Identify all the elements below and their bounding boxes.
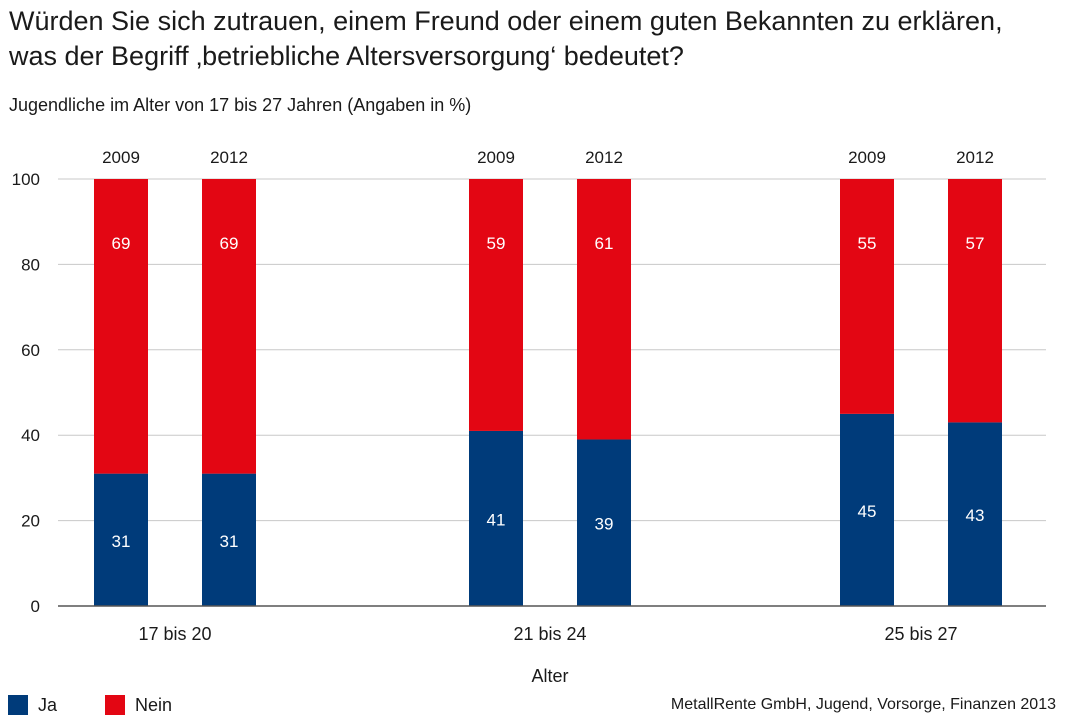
data-label-nein-1-1: 61 <box>595 234 614 253</box>
year-label-1-0: 2009 <box>477 148 515 167</box>
legend-swatch-ja <box>8 695 28 715</box>
chart-subtitle: Jugendliche im Alter von 17 bis 27 Jahre… <box>9 95 472 115</box>
bar-nein-2-1 <box>948 179 1002 423</box>
bar-nein-0-0 <box>94 179 148 474</box>
x-tick-label-2: 25 bis 27 <box>884 624 957 644</box>
chart-title: Würden Sie sich zutrauen, einem Freund o… <box>9 4 1069 74</box>
y-tick-label-100: 100 <box>12 170 40 189</box>
source-note: MetallRente GmbH, Jugend, Vorsorge, Fina… <box>670 696 1056 713</box>
data-label-nein-0-1: 69 <box>220 234 239 253</box>
bar-nein-1-1 <box>577 179 631 440</box>
data-label-nein-0-0: 69 <box>112 234 131 253</box>
bar-ja-0-1 <box>202 473 256 606</box>
x-axis-title: Alter <box>531 666 568 686</box>
data-label-nein-2-0: 55 <box>858 234 877 253</box>
y-tick-label-80: 80 <box>21 255 40 274</box>
y-tick-label-60: 60 <box>21 341 40 360</box>
year-label-2-1: 2012 <box>956 148 994 167</box>
y-tick-label-0: 0 <box>31 597 40 616</box>
y-tick-label-40: 40 <box>21 426 40 445</box>
legend-label-nein: Nein <box>135 694 173 715</box>
y-tick-label-20: 20 <box>21 512 40 531</box>
year-label-1-1: 2012 <box>585 148 623 167</box>
data-label-ja-0-1: 31 <box>220 532 239 551</box>
bar-ja-1-1 <box>577 439 631 606</box>
year-label-2-0: 2009 <box>848 148 886 167</box>
bar-nein-1-0 <box>469 179 523 431</box>
data-label-nein-2-1: 57 <box>966 234 985 253</box>
x-tick-label-1: 21 bis 24 <box>513 624 586 644</box>
bar-ja-1-0 <box>469 430 523 606</box>
data-label-ja-1-1: 39 <box>595 515 614 534</box>
legend: Ja Nein <box>8 694 220 716</box>
bar-nein-0-1 <box>202 179 256 474</box>
data-label-nein-1-0: 59 <box>487 234 506 253</box>
legend-swatch-nein <box>105 695 126 715</box>
x-tick-label-0: 17 bis 20 <box>138 624 211 644</box>
year-label-0-0: 2009 <box>102 148 140 167</box>
bar-ja-2-0 <box>840 413 894 606</box>
data-label-ja-2-1: 43 <box>966 506 985 525</box>
data-label-ja-1-0: 41 <box>487 510 506 529</box>
legend-label-ja: Ja <box>38 694 58 715</box>
year-label-0-1: 2012 <box>210 148 248 167</box>
chart-title-line-2: was der Begriff ‚betriebliche Altersvers… <box>9 41 684 71</box>
chart-title-line-1: Würden Sie sich zutrauen, einem Freund o… <box>9 6 1003 36</box>
legend-item-nein: Nein <box>105 695 172 716</box>
bar-ja-2-1 <box>948 422 1002 606</box>
data-label-ja-2-0: 45 <box>858 502 877 521</box>
legend-item-ja: Ja <box>8 695 57 716</box>
bar-nein-2-0 <box>840 179 894 414</box>
data-label-ja-0-0: 31 <box>112 532 131 551</box>
bar-ja-0-0 <box>94 473 148 606</box>
